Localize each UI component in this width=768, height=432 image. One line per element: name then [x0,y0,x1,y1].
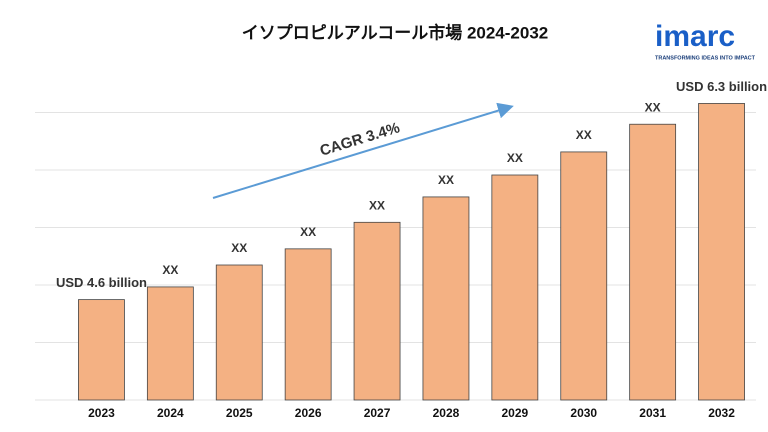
data-label: XX [300,225,316,239]
x-tick-label: 2030 [570,406,597,420]
logo: imarc [655,20,735,53]
x-tick-label: 2027 [364,406,391,420]
bar [78,299,125,401]
data-label: XX [369,198,385,212]
cagr-arrow [212,102,514,199]
data-label: USD 6.3 billion [676,79,767,94]
bar [560,151,608,401]
data-label: XX [576,128,592,142]
x-tick-label: 2032 [708,406,735,420]
data-label: XX [507,151,523,165]
data-label: XX [162,263,178,277]
x-tick-label: 2023 [88,406,115,420]
x-tick-label: 2024 [157,406,184,420]
x-tick-label: 2025 [226,406,253,420]
x-tick-label: 2028 [433,406,460,420]
bar [698,103,745,401]
data-label: XX [645,100,661,114]
x-tick-label: 2031 [639,406,666,420]
chart-title: イソプロピルアルコール市場 2024-2032 [242,22,549,42]
data-label: XX [438,173,454,187]
bar [146,286,194,401]
bar [353,221,401,401]
x-tick-label: 2026 [295,406,322,420]
logo-tagline: TRANSFORMING IDEAS INTO IMPACT [655,55,756,61]
data-label: USD 4.6 billion [56,275,147,290]
bar [629,123,677,401]
bar [422,196,470,401]
bar [284,248,332,401]
data-label: XX [231,241,247,255]
bar [491,174,539,401]
x-tick-label: 2029 [501,406,528,420]
bar [215,264,263,401]
